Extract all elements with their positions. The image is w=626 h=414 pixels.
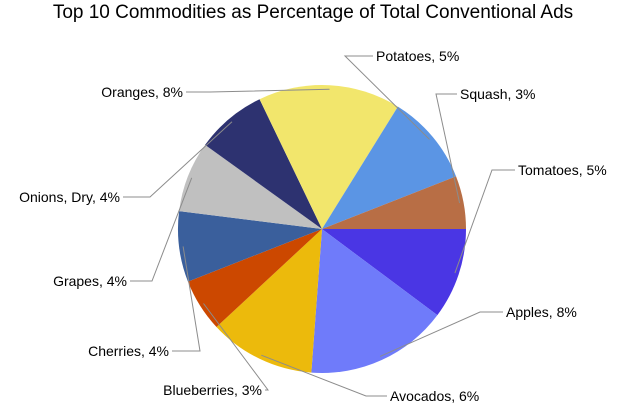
leader-line-cherries (172, 246, 201, 352)
pie-slice-grapes (179, 144, 322, 229)
pie-slice-onions-dry (205, 99, 322, 229)
pie-slice-blueberries (187, 229, 322, 327)
slice-label-apples: Apples, 8% (506, 304, 577, 320)
slice-label-tomatoes: Tomatoes, 5% (518, 162, 607, 178)
slice-label-blueberries: Blueberries, 3% (163, 382, 262, 398)
chart-title: Top 10 Commodities as Percentage of Tota… (52, 2, 574, 23)
leader-line-onions-dry (123, 121, 233, 198)
leader-line-potatoes (343, 55, 430, 140)
slice-label-potatoes: Potatoes, 5% (376, 48, 459, 64)
slice-label-grapes: Grapes, 4% (53, 273, 127, 289)
slice-label-squash: Squash, 3% (460, 86, 536, 102)
leader-line-blueberries (203, 303, 269, 391)
slice-label-onions-dry: Onions, Dry, 4% (19, 189, 120, 205)
slice-label-cherries: Cherries, 4% (88, 343, 169, 359)
pie-slice-potatoes (322, 106, 457, 229)
leader-line-squash (435, 93, 461, 204)
leader-lines (123, 55, 515, 397)
slice-label-oranges: Oranges, 8% (101, 84, 183, 100)
leader-line-tomatoes (454, 169, 515, 274)
pie-slice-squash (322, 176, 466, 229)
pie-slice-cherries (178, 211, 322, 282)
leader-line-avocados (261, 354, 387, 397)
leader-line-grapes (130, 177, 193, 282)
pie-slices (178, 84, 466, 373)
pie-slice-tomatoes (322, 229, 466, 316)
leader-line-apples (379, 311, 503, 357)
leader-line-oranges (186, 88, 330, 93)
slice-labels: Tomatoes, 5% Apples, 8% Avocados, 6% Bluebe… (19, 48, 607, 404)
slice-label-avocados: Avocados, 6% (390, 388, 479, 404)
pie-slice-apples (311, 229, 438, 373)
pie-slice-oranges (259, 84, 398, 229)
pie-slice-avocados (216, 229, 322, 373)
